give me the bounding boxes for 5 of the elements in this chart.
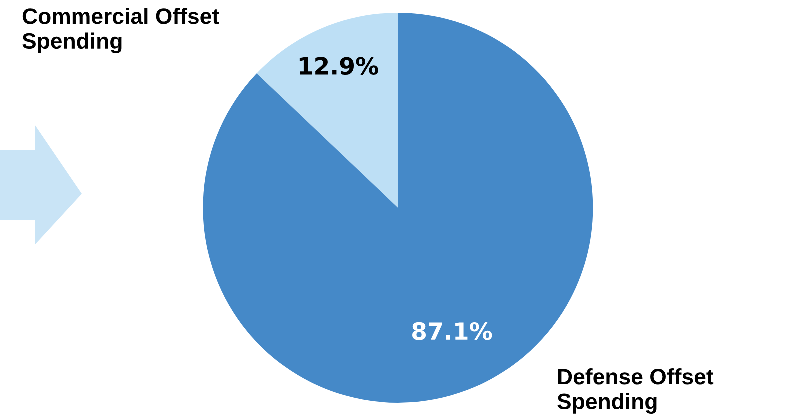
slice-label: Commercial Offset Spending	[22, 8, 220, 54]
data-label: 12.9%	[300, 57, 378, 76]
data-label: 87.1%	[412, 322, 492, 340]
pie-slice	[256, 12, 398, 208]
slice-label: Defense Offset Spending	[558, 368, 714, 414]
